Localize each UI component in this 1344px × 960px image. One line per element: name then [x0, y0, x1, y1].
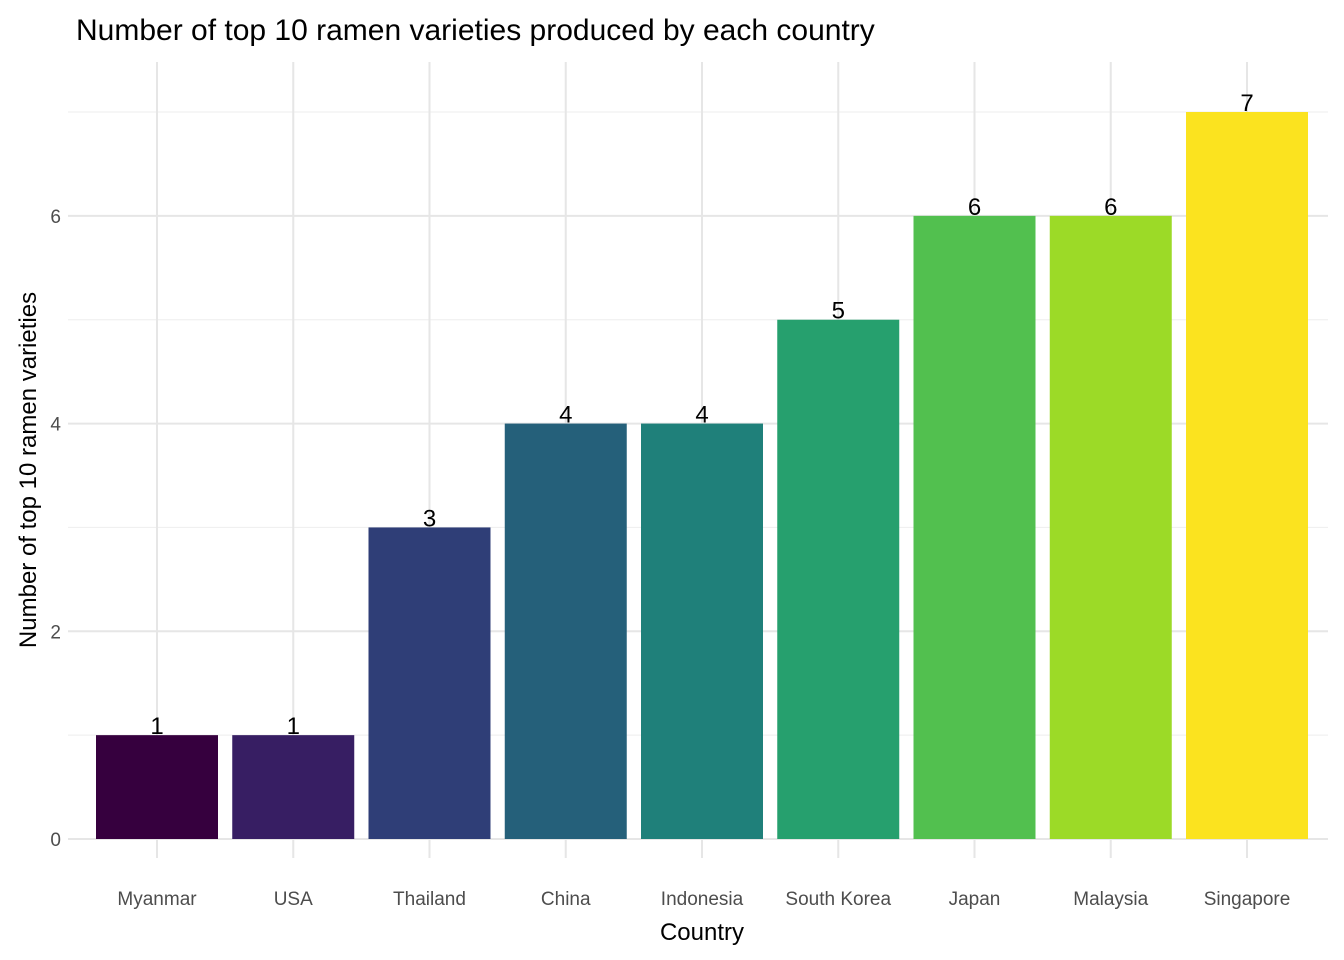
chart-title: Number of top 10 ramen varieties produce…: [76, 14, 875, 47]
data-label: 5: [832, 298, 845, 325]
y-axis-title: Number of top 10 ramen varieties: [15, 292, 42, 648]
x-tick-label: Singapore: [1204, 889, 1291, 910]
bar-singapore: [1186, 112, 1308, 839]
y-tick-label: 2: [50, 622, 61, 643]
data-label: 4: [559, 402, 572, 429]
y-tick-label: 6: [50, 207, 61, 228]
bar-japan: [913, 215, 1036, 839]
x-axis-title: Country: [660, 919, 744, 946]
bar-malaysia: [1049, 215, 1172, 839]
data-labels: 1 1 3 4 4 5 6 6 7: [150, 90, 1253, 740]
x-tick-label: USA: [274, 889, 313, 910]
bar-myanmar: [96, 735, 218, 839]
y-axis-ticks: 0 2 4 6: [50, 207, 61, 851]
data-label: 1: [150, 713, 163, 740]
x-tick-label: Japan: [949, 889, 1001, 910]
bar-indonesia: [641, 423, 763, 839]
x-tick-label: Indonesia: [661, 889, 744, 910]
bar-china: [504, 423, 627, 839]
y-tick-label: 0: [50, 830, 61, 851]
x-tick-label: China: [541, 889, 591, 910]
x-tick-label: Myanmar: [117, 889, 197, 910]
y-tick-label: 4: [50, 415, 61, 436]
bar-south-korea: [777, 319, 900, 839]
bar-usa: [232, 735, 355, 839]
data-label: 6: [968, 194, 981, 221]
data-label: 4: [695, 402, 708, 429]
data-label: 6: [1104, 194, 1117, 221]
data-label: 3: [423, 505, 436, 532]
data-label: 1: [287, 713, 300, 740]
x-tick-label: Thailand: [393, 889, 466, 910]
x-tick-label: Malaysia: [1073, 889, 1148, 910]
bars: [96, 112, 1308, 839]
x-axis-ticks: Myanmar USA Thailand China Indonesia South Ko…: [117, 889, 1290, 910]
x-tick-label: South Korea: [785, 889, 891, 910]
bar-thailand: [368, 527, 491, 839]
data-label: 7: [1240, 90, 1253, 117]
